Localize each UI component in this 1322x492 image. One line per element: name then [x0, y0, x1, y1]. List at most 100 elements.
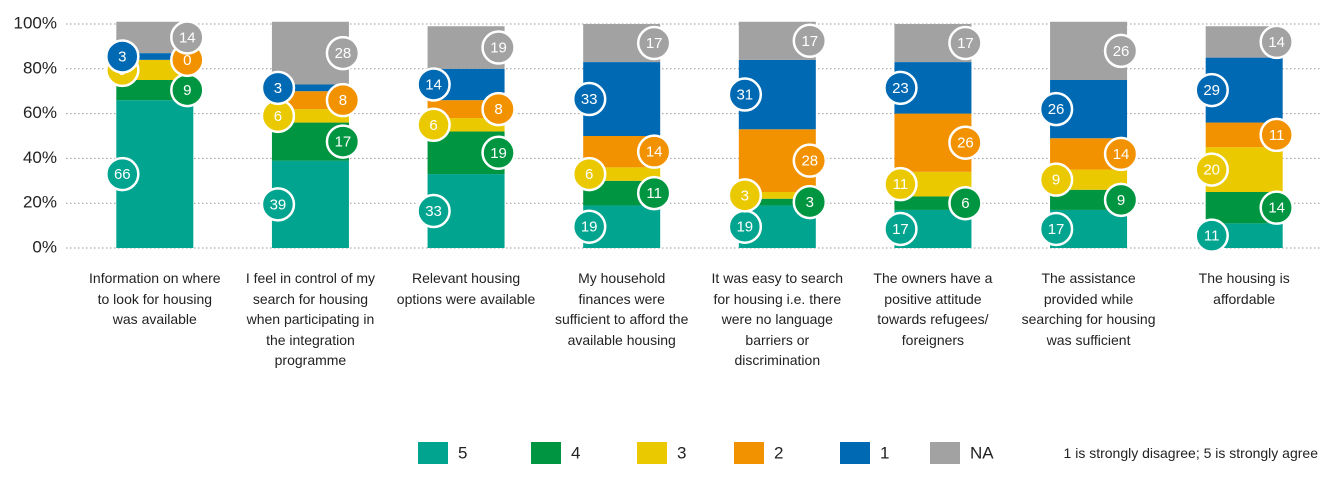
data-label: 26: [1103, 33, 1139, 69]
data-label-text: 6: [585, 166, 593, 183]
data-label-badge: [1038, 211, 1074, 247]
data-label-text: 11: [893, 176, 909, 193]
y-tick-label: 40%: [23, 148, 57, 167]
x-tick-label: It was easy to search for housing i.e. t…: [711, 270, 844, 368]
data-label-text: 19: [736, 219, 753, 236]
data-label-badge: [1194, 152, 1229, 187]
data-label-text: 6: [274, 108, 282, 125]
data-label: 26: [948, 125, 983, 160]
data-label: 3: [727, 178, 763, 213]
data-label-badge: [727, 77, 763, 112]
data-label-badge: [727, 178, 763, 213]
data-label-badge: [948, 185, 983, 221]
data-label-badge: [792, 184, 828, 220]
data-label-badge: [1103, 33, 1139, 69]
data-label-text: 17: [335, 134, 352, 151]
data-label-badge: [571, 81, 607, 117]
data-label-text: 14: [179, 29, 196, 46]
legend-label: 5: [458, 443, 467, 462]
y-tick-label: 80%: [23, 58, 57, 77]
data-label-badge: [948, 125, 983, 160]
data-label-text: 17: [801, 33, 818, 50]
data-label-badge: [571, 156, 607, 192]
data-label: 8: [481, 91, 516, 127]
data-label-badge: [948, 25, 983, 61]
legend-label: NA: [970, 443, 994, 462]
x-tick-label: I feel in control of my search for housi…: [245, 270, 376, 368]
data-label: 66: [105, 156, 140, 192]
data-label-text: 14: [425, 76, 442, 93]
data-label-badge: [1194, 218, 1229, 253]
data-label-text: 17: [1048, 221, 1065, 238]
data-label-badge: [1103, 136, 1139, 172]
data-label: 19: [481, 135, 516, 171]
bar-segment: [738, 192, 816, 199]
data-label-text: 66: [114, 166, 131, 183]
data-label: 14: [170, 20, 205, 55]
data-label-text: 17: [646, 35, 663, 52]
data-label-badge: [571, 209, 607, 244]
data-label: 19: [481, 30, 516, 65]
data-label-badge: [883, 70, 918, 106]
data-label-badge: [1194, 72, 1229, 108]
data-label-badge: [1259, 117, 1294, 153]
data-label: 14: [1259, 24, 1294, 60]
data-label: 17: [325, 124, 361, 159]
data-label-badge: [636, 175, 672, 211]
data-label-text: 14: [1113, 146, 1130, 163]
data-label-text: 19: [490, 39, 507, 56]
data-label-text: 3: [741, 187, 749, 204]
data-label-badge: [481, 30, 516, 65]
data-label-text: 19: [581, 219, 598, 236]
legend-swatch: [930, 442, 960, 464]
data-label: 39: [260, 187, 296, 222]
data-label-badge: [105, 156, 140, 192]
data-label-badge: [636, 134, 672, 169]
data-label: 31: [727, 77, 763, 112]
data-label: 3: [792, 184, 828, 220]
data-label-text: 9: [1117, 192, 1125, 209]
data-label-text: 3: [806, 194, 814, 211]
data-label-badge: [1038, 91, 1074, 127]
data-label: 29: [1194, 72, 1229, 108]
data-label: 33: [416, 193, 451, 229]
data-label-badge: [325, 35, 361, 71]
data-label: 9: [170, 72, 205, 108]
data-label-text: 19: [490, 145, 507, 162]
data-label: 19: [571, 209, 607, 244]
data-label-text: 14: [1268, 200, 1285, 217]
data-label-text: 17: [892, 221, 909, 238]
data-label-badge: [883, 166, 918, 202]
data-label: 14: [1103, 136, 1139, 172]
data-label-badge: [1259, 190, 1294, 225]
data-label-badge: [481, 91, 516, 127]
x-tick-label: The housing is affordable: [1198, 270, 1290, 307]
y-tick-label: 100%: [14, 13, 57, 32]
legend-swatch: [734, 442, 764, 464]
data-label-text: 39: [270, 196, 287, 213]
data-label: 23: [883, 70, 918, 106]
data-label-badge: [260, 187, 296, 222]
y-tick-label: 60%: [23, 103, 57, 122]
data-label: 17: [948, 25, 983, 61]
data-label: 14: [636, 134, 672, 169]
data-label-badge: [792, 23, 828, 59]
legend-swatch: [840, 442, 870, 464]
data-label-badge: [636, 25, 672, 61]
x-tick-label: Relevant housing options were available: [396, 270, 536, 307]
data-label: 8: [325, 82, 361, 118]
data-label-text: 0: [183, 52, 191, 69]
data-label: 28: [792, 143, 828, 178]
data-label-text: 33: [425, 203, 442, 220]
data-label: 11: [1259, 117, 1294, 153]
legend-label: 4: [571, 443, 580, 462]
data-label-badge: [325, 124, 361, 159]
data-label-text: 9: [1052, 172, 1060, 189]
data-label-badge: [170, 20, 205, 55]
bar-segment: [271, 84, 349, 92]
legend-swatch: [637, 442, 667, 464]
data-label-badge: [1038, 162, 1074, 197]
data-label-badge: [883, 211, 918, 247]
